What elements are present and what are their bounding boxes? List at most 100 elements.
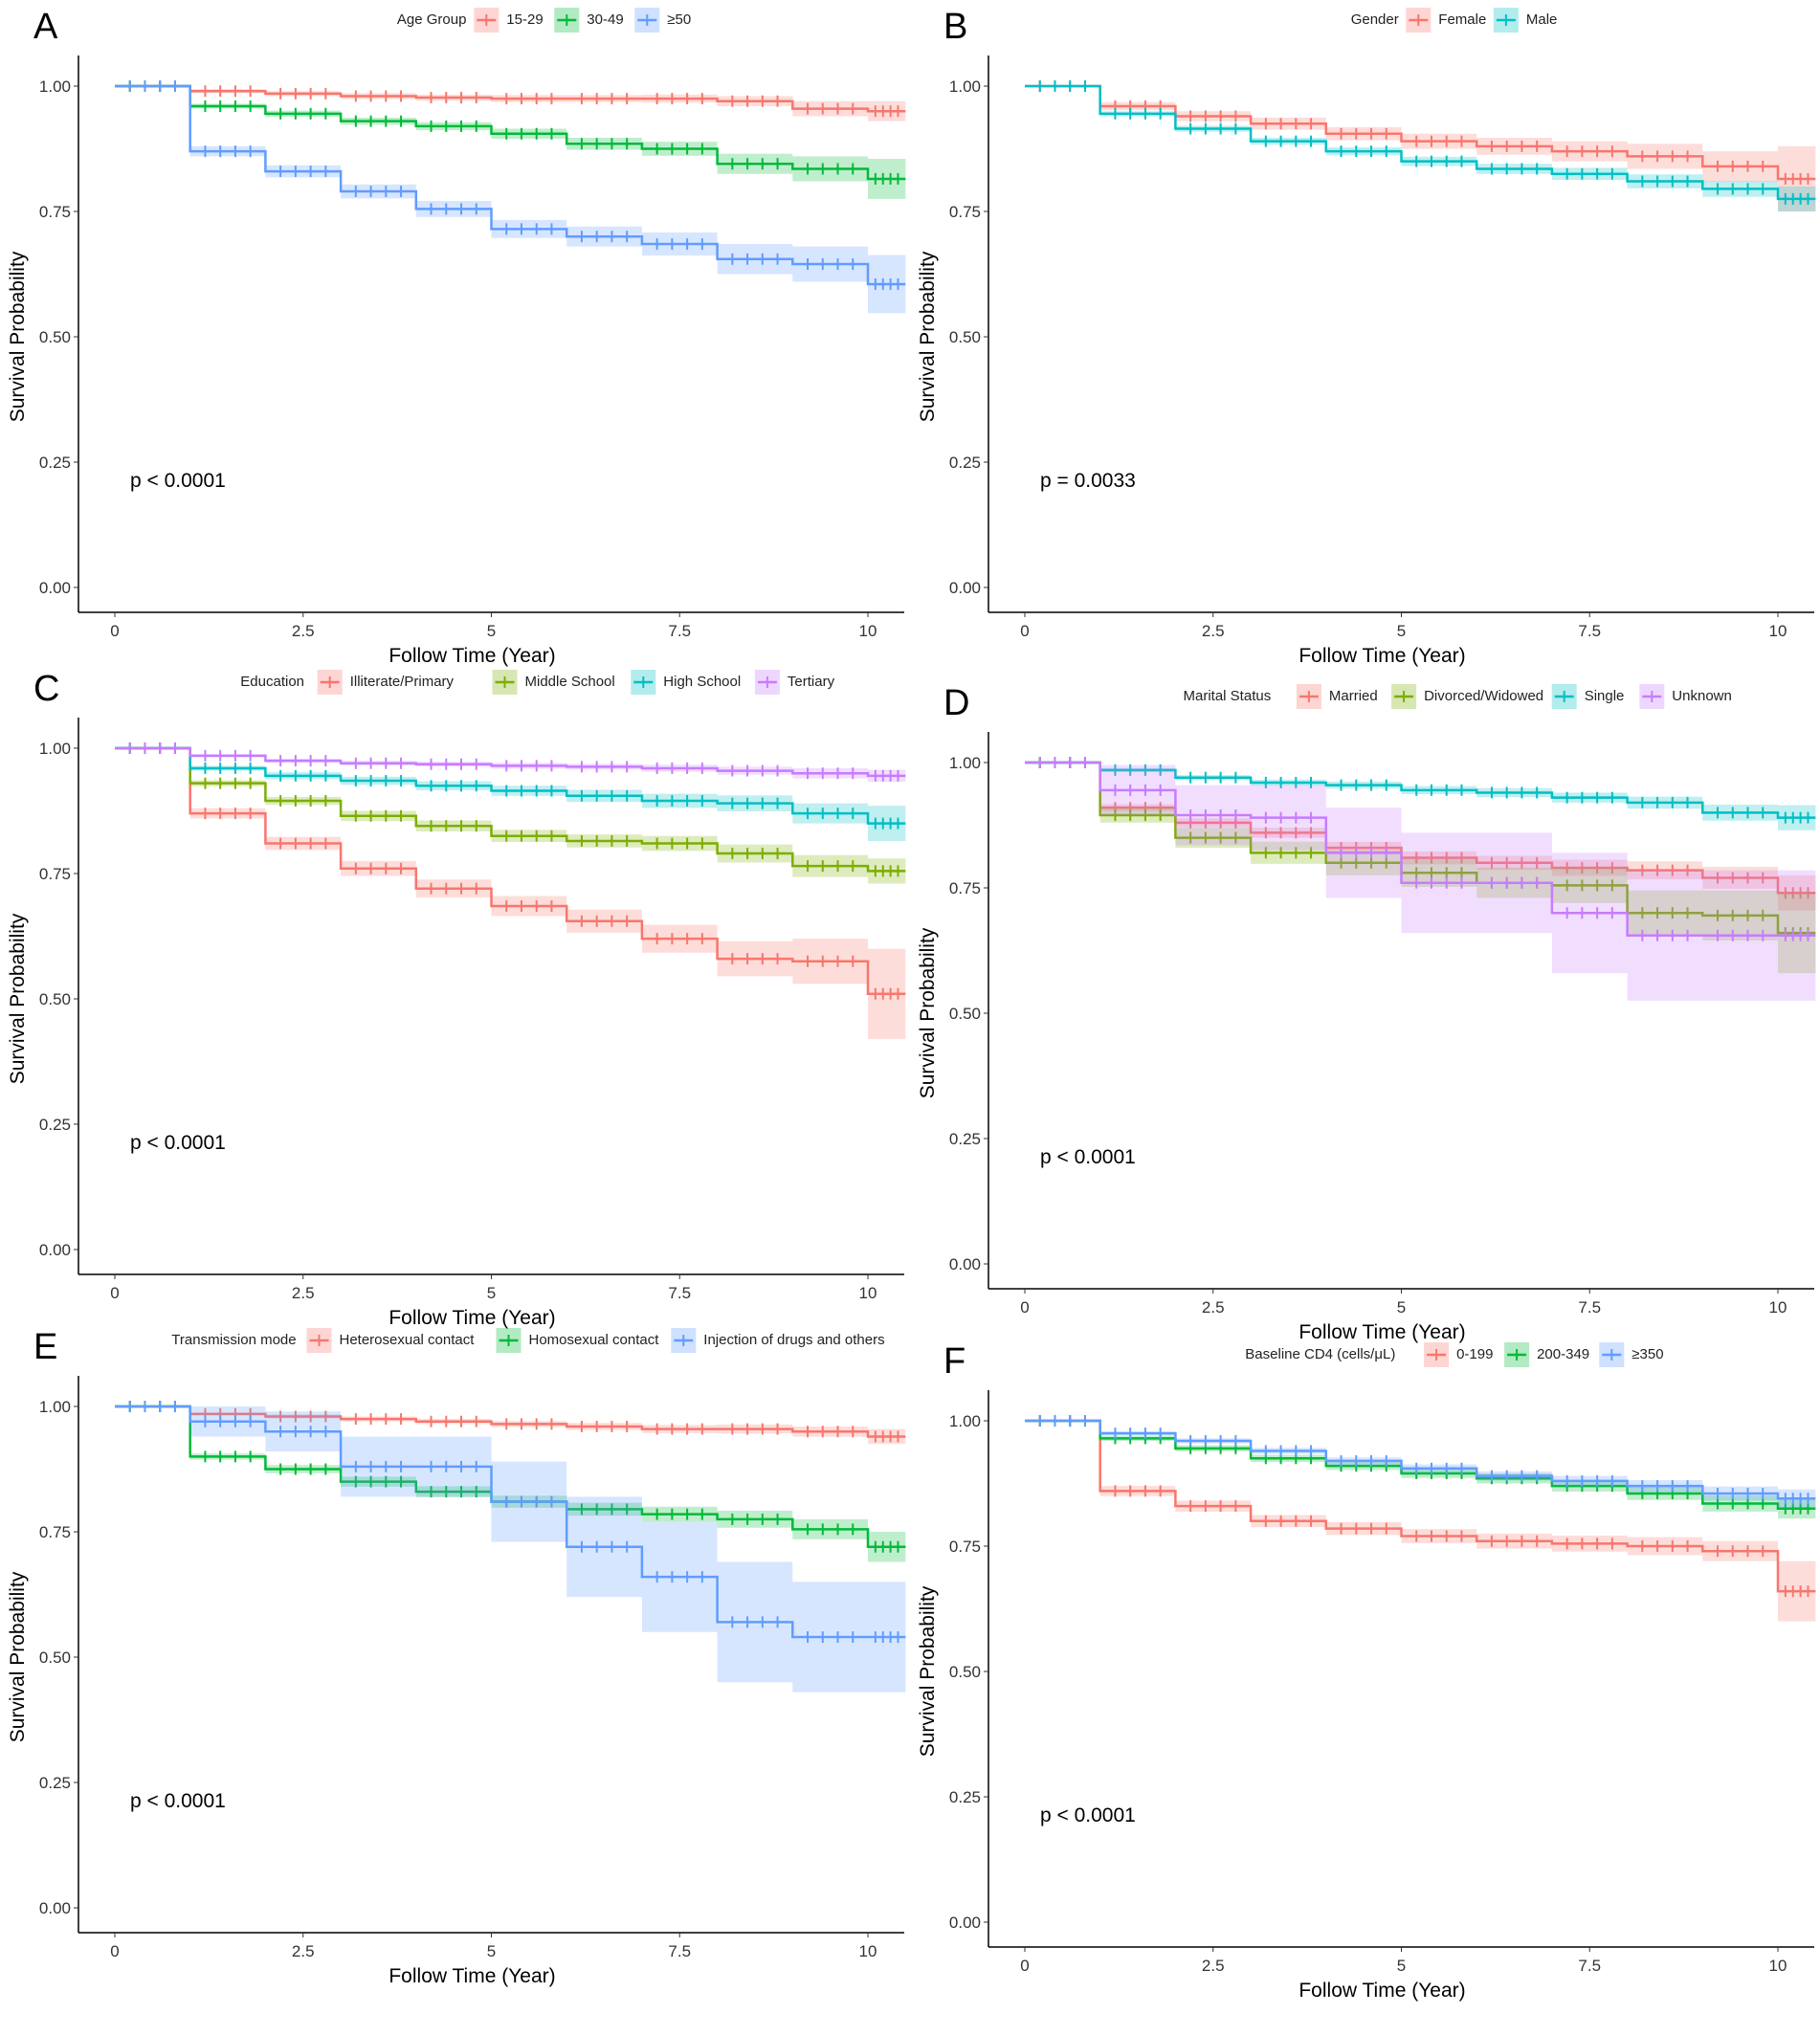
confidence-band xyxy=(1025,763,1816,911)
survival-curve xyxy=(115,746,906,996)
x-tick-label: 2.5 xyxy=(1202,622,1225,640)
y-tick-label: 1.00 xyxy=(949,77,981,96)
panel-letter: E xyxy=(33,1327,57,1367)
y-tick-label: 0.25 xyxy=(39,1116,71,1134)
survival-curve xyxy=(1025,761,1816,935)
chart-svg: C Education Illiterate/Primary Middle Schoo… xyxy=(7,669,906,1329)
x-tick-label: 2.5 xyxy=(1202,1298,1225,1317)
p-value-annotation: p < 0.0001 xyxy=(1040,1804,1136,1826)
x-axis-title: Follow Time (Year) xyxy=(1298,1980,1465,2002)
legend-label: 0-199 xyxy=(1456,1346,1493,1362)
y-axis-title: Survival Probability xyxy=(7,251,29,422)
survival-curve xyxy=(1025,84,1816,181)
legend-label: Heterosexual contact xyxy=(340,1332,476,1348)
y-tick-label: 0.50 xyxy=(39,1649,71,1667)
legend-label: Illiterate/Primary xyxy=(350,674,455,690)
y-axis-title: Survival Probability xyxy=(917,927,939,1098)
p-value-annotation: p < 0.0001 xyxy=(1040,1146,1136,1168)
p-value-annotation: p < 0.0001 xyxy=(130,1132,226,1154)
y-tick-label: 0.75 xyxy=(949,879,981,897)
legend-label: Homosexual contact xyxy=(529,1332,660,1348)
survival-curve xyxy=(1025,761,1816,938)
panel-c: C Education Illiterate/Primary Middle Schoo… xyxy=(0,662,910,1351)
x-tick-label: 2.5 xyxy=(292,1284,315,1302)
legend-label: ≥350 xyxy=(1631,1346,1663,1362)
x-tick-label: 7.5 xyxy=(1578,1298,1601,1317)
confidence-band xyxy=(1025,763,1816,830)
confidence-band xyxy=(115,748,906,841)
x-tick-label: 5 xyxy=(1397,622,1406,640)
x-tick-label: 5 xyxy=(487,622,496,640)
x-tick-label: 10 xyxy=(859,622,877,640)
x-tick-label: 10 xyxy=(1769,622,1787,640)
survival-curve xyxy=(115,1405,906,1639)
x-tick-label: 10 xyxy=(859,1942,877,1960)
panel-b: B Gender Female Male 0.00 0.25 0.50 0.75 1.00 0 2.… xyxy=(910,0,1820,689)
y-tick-label: 0.00 xyxy=(39,1241,71,1259)
y-tick-label: 0.50 xyxy=(39,328,71,346)
y-tick-label: 0.25 xyxy=(949,454,981,472)
legend-title: Gender xyxy=(1351,11,1399,28)
x-tick-label: 2.5 xyxy=(292,1942,315,1960)
x-tick-label: 7.5 xyxy=(1578,1957,1601,1975)
confidence-band xyxy=(1025,1421,1816,1519)
y-tick-label: 0.00 xyxy=(949,579,981,597)
panel-letter: D xyxy=(943,683,969,723)
confidence-band xyxy=(115,86,906,314)
x-tick-label: 5 xyxy=(487,1942,496,1960)
legend-label: 200-349 xyxy=(1537,1346,1589,1362)
survival-curve xyxy=(115,746,906,873)
x-tick-label: 5 xyxy=(487,1284,496,1302)
legend-label: Divorced/Widowed xyxy=(1424,688,1543,704)
confidence-band xyxy=(115,748,906,884)
legend-label: Middle School xyxy=(525,674,615,690)
y-axis-title: Survival Probability xyxy=(917,1585,939,1757)
legend-title: Marital Status xyxy=(1184,688,1272,704)
legend: Transmission mode Heterosexual contact Hom… xyxy=(171,1328,885,1353)
chart-svg: E Transmission mode Heterosexual contact Ho… xyxy=(7,1327,906,1987)
survival-curve xyxy=(1025,1419,1816,1500)
y-axis-title: Survival Probability xyxy=(917,251,939,422)
y-tick-label: 0.00 xyxy=(39,1899,71,1917)
x-tick-label: 0 xyxy=(1020,1298,1029,1317)
confidence-band xyxy=(1025,763,1816,974)
survival-curve xyxy=(1025,1419,1816,1510)
legend-label: High School xyxy=(663,674,741,690)
x-tick-label: 10 xyxy=(1769,1957,1787,1975)
y-tick-label: 0.00 xyxy=(39,579,71,597)
legend: Baseline CD4 (cells/μL) 0-199 200-349 ≥350 xyxy=(1245,1342,1664,1367)
confidence-band xyxy=(115,1406,906,1693)
legend: Education Illiterate/Primary Middle School… xyxy=(240,670,835,695)
legend: Marital Status Married Divorced/Widowed Sin… xyxy=(1184,684,1732,709)
legend-label: Tertiary xyxy=(788,674,835,690)
legend-label: Married xyxy=(1329,688,1378,704)
confidence-band xyxy=(1025,86,1816,211)
survival-curve xyxy=(115,1405,906,1438)
legend-label: 15-29 xyxy=(506,11,543,28)
y-tick-label: 0.75 xyxy=(949,203,981,221)
legend-label: Injection of drugs and others xyxy=(703,1332,884,1348)
x-tick-label: 2.5 xyxy=(292,622,315,640)
x-tick-label: 0 xyxy=(110,1284,119,1302)
p-value-annotation: p < 0.0001 xyxy=(130,470,226,492)
y-tick-label: 1.00 xyxy=(39,77,71,96)
y-tick-label: 0.00 xyxy=(949,1255,981,1273)
p-value-annotation: p = 0.0033 xyxy=(1040,470,1136,492)
legend-label: 30-49 xyxy=(587,11,623,28)
legend-label: Male xyxy=(1526,11,1558,28)
y-tick-label: 1.00 xyxy=(39,1398,71,1416)
y-tick-label: 0.75 xyxy=(39,865,71,883)
x-tick-label: 10 xyxy=(1769,1298,1787,1317)
survival-curve xyxy=(1025,84,1816,201)
panel-a: A Age Group 15-29 30-49 ≥50 0.00 0.25 0.50 0.75 1… xyxy=(0,0,910,689)
panel-letter: A xyxy=(33,7,58,47)
x-tick-label: 7.5 xyxy=(668,622,691,640)
x-tick-label: 0 xyxy=(110,1942,119,1960)
x-axis-title: Follow Time (Year) xyxy=(1298,1321,1465,1343)
survival-curve xyxy=(115,746,906,778)
y-axis-title: Survival Probability xyxy=(7,913,29,1084)
legend-title: Baseline CD4 (cells/μL) xyxy=(1245,1346,1395,1362)
x-tick-label: 0 xyxy=(110,622,119,640)
survival-curve xyxy=(115,84,906,181)
